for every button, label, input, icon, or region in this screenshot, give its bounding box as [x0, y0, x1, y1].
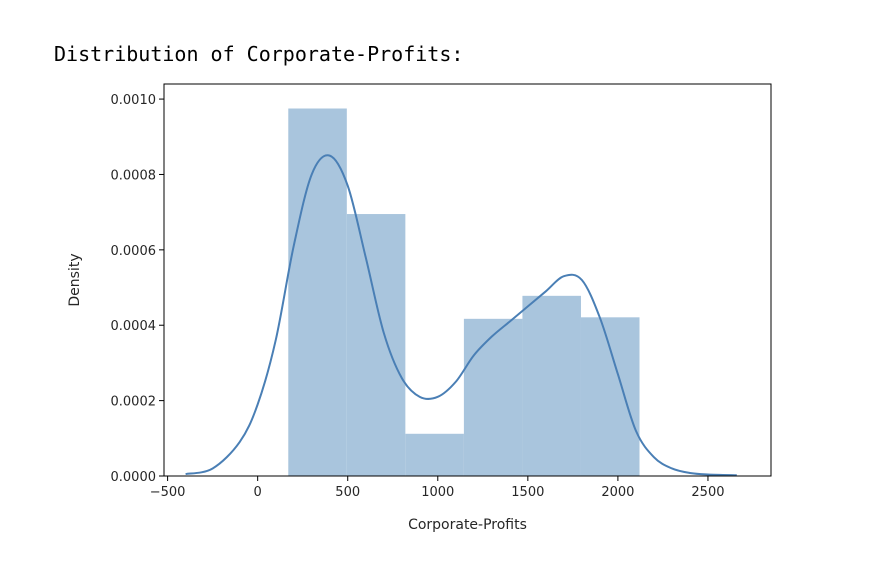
y-axis-ticks: 0.0000 0.0002 0.0004 0.0006 0.0008 0.0010	[111, 93, 164, 485]
x-tick-label: 2000	[601, 485, 634, 500]
x-tick-label: 500	[335, 485, 360, 500]
x-tick-label: 1500	[511, 485, 544, 500]
y-tick-label: 0.0004	[111, 319, 157, 334]
histogram-bar-4	[463, 318, 523, 476]
x-axis-label: Corporate-Profits	[408, 517, 527, 533]
y-tick-label: 0.0000	[111, 470, 157, 485]
histogram-bar-6	[580, 317, 640, 476]
y-tick-label: 0.0008	[111, 168, 157, 183]
y-tick-label: 0.0006	[111, 244, 157, 259]
histogram-bar-1	[288, 108, 347, 476]
histogram-bar-5	[522, 295, 581, 476]
kde-curve-group	[185, 154, 737, 477]
x-tick-label: 1000	[421, 485, 454, 500]
histogram-bars	[288, 108, 640, 477]
x-tick-label: 0	[254, 485, 262, 500]
histogram-bar-2	[346, 214, 406, 477]
kde-line	[185, 154, 737, 477]
plot-frame	[163, 83, 772, 477]
x-tick-label: 2500	[691, 485, 724, 500]
y-tick-label: 0.0002	[111, 395, 157, 410]
x-tick-label: −500	[150, 485, 186, 500]
y-tick-label: 0.0010	[111, 93, 157, 108]
y-axis-label: Density	[67, 253, 83, 306]
x-axis-ticks: −500 0 500 1000 1500 2000 2500	[150, 476, 725, 500]
page-heading: Distribution of Corporate-Profits:	[54, 42, 464, 66]
histogram-bar-3	[405, 433, 464, 476]
